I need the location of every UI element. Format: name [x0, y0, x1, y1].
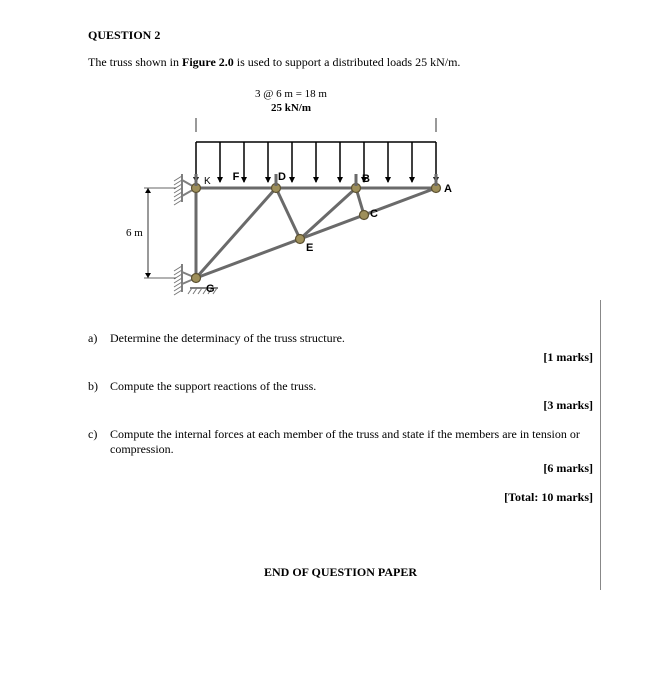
svg-text:D: D	[278, 171, 286, 183]
parts-list: a) Determine the determinacy of the trus…	[88, 331, 593, 505]
part-b-text: Compute the support reactions of the tru…	[110, 379, 593, 394]
intro-suffix: is used to support a distributed loads 2…	[234, 55, 461, 69]
total-marks: [Total: 10 marks]	[88, 490, 593, 505]
svg-text:E: E	[306, 242, 313, 254]
intro-prefix: The truss shown in	[88, 55, 182, 69]
part-b: b) Compute the support reactions of the …	[88, 379, 593, 394]
part-c-text: Compute the internal forces at each memb…	[110, 427, 593, 457]
part-b-label: b)	[88, 379, 110, 394]
svg-text:6 m: 6 m	[126, 227, 143, 239]
intro-figure-ref: Figure 2.0	[182, 55, 234, 69]
question-title: QUESTION 2	[88, 28, 593, 43]
part-c-marks: [6 marks]	[88, 461, 593, 476]
part-a: a) Determine the determinacy of the trus…	[88, 331, 593, 346]
svg-text:B: B	[362, 173, 370, 185]
page-border-line	[600, 300, 601, 590]
svg-text:G: G	[206, 283, 215, 295]
part-a-text: Determine the determinacy of the truss s…	[110, 331, 593, 346]
load-label: 25 kN/m	[126, 102, 456, 114]
part-a-label: a)	[88, 331, 110, 346]
intro-text: The truss shown in Figure 2.0 is used to…	[88, 55, 593, 70]
part-a-marks: [1 marks]	[88, 350, 593, 365]
span-dimension-label: 3 @ 6 m = 18 m	[126, 88, 456, 100]
svg-text:K: K	[204, 176, 211, 187]
part-c-label: c)	[88, 427, 110, 442]
svg-text:A: A	[444, 183, 452, 195]
truss-diagram: K 6 m F D B A G E C	[126, 118, 456, 303]
part-b-marks: [3 marks]	[88, 398, 593, 413]
end-of-paper: END OF QUESTION PAPER	[88, 565, 593, 580]
svg-text:C: C	[370, 208, 378, 220]
svg-text:F: F	[233, 171, 240, 183]
part-c: c) Compute the internal forces at each m…	[88, 427, 593, 457]
figure-wrapper: 3 @ 6 m = 18 m 25 kN/m K 6 m F D B A G E C	[126, 88, 456, 303]
